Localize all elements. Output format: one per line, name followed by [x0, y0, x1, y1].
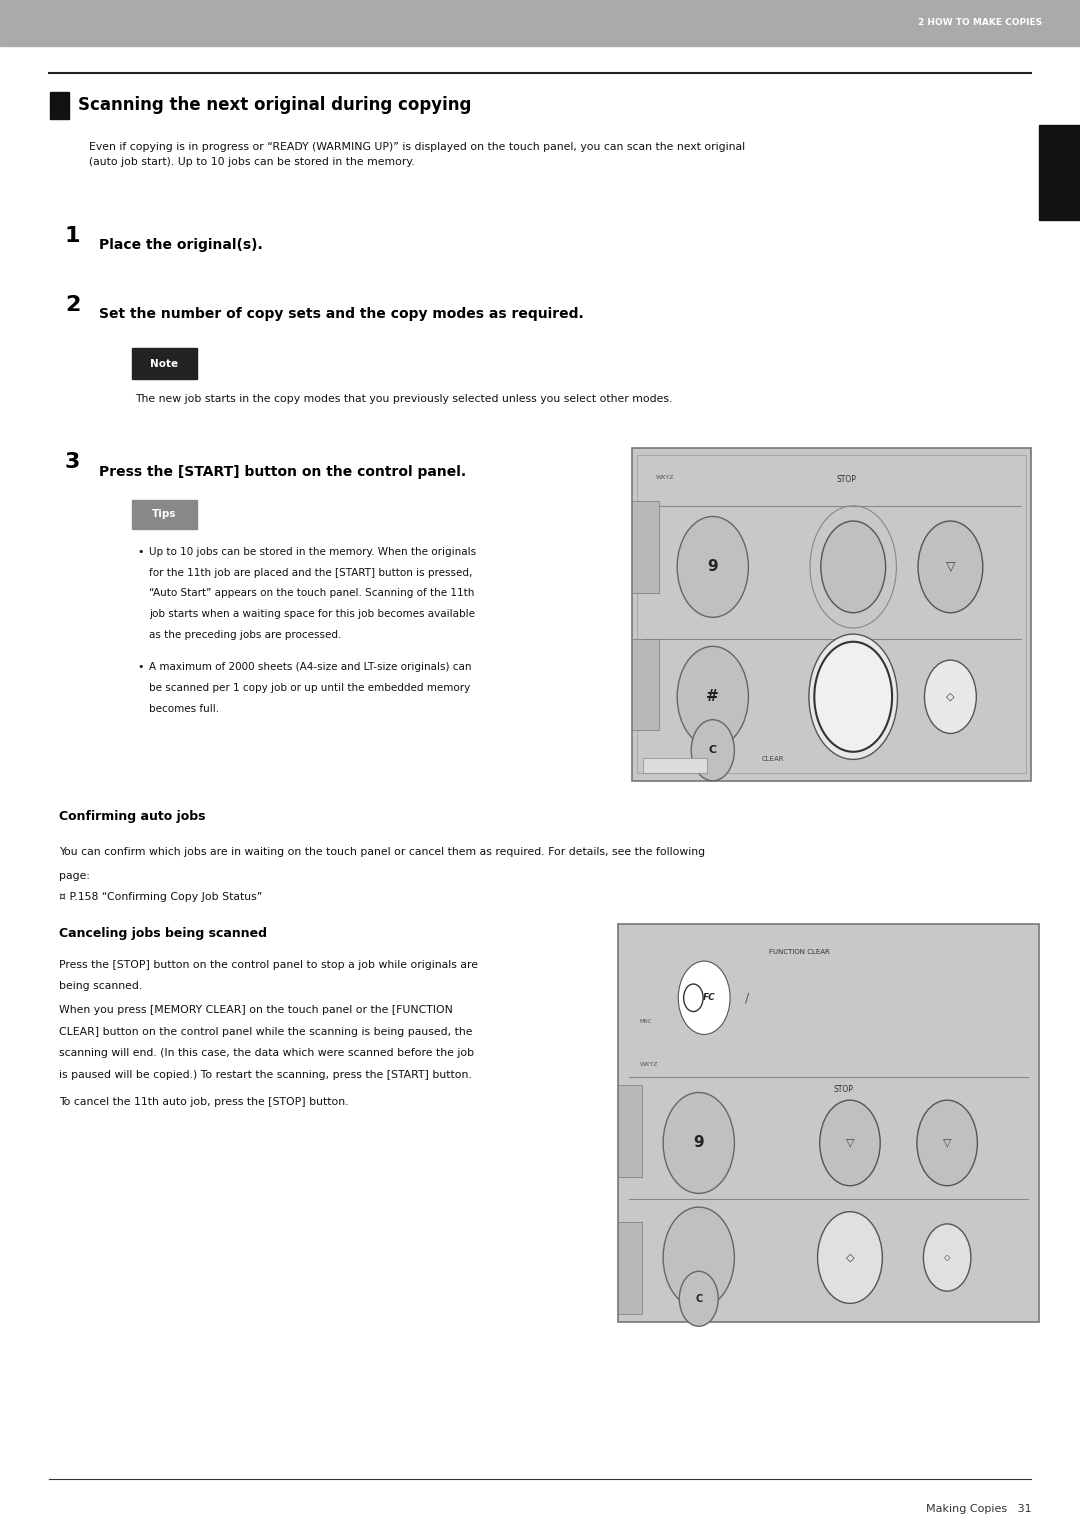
Text: Set the number of copy sets and the copy modes as required.: Set the number of copy sets and the copy… — [99, 307, 584, 321]
Text: You can confirm which jobs are in waiting on the touch panel or cancel them as r: You can confirm which jobs are in waitin… — [59, 847, 705, 857]
Text: 2: 2 — [65, 295, 80, 315]
Text: STOP: STOP — [837, 475, 856, 484]
Text: Note: Note — [150, 359, 178, 368]
Text: FC: FC — [703, 993, 716, 1002]
Circle shape — [677, 516, 748, 617]
Text: is paused will be copied.) To restart the scanning, press the [START] button.: is paused will be copied.) To restart th… — [59, 1070, 472, 1080]
Text: Up to 10 jobs can be stored in the memory. When the originals: Up to 10 jobs can be stored in the memor… — [149, 547, 476, 558]
Bar — [0, 0, 1080, 46]
Text: as the preceding jobs are processed.: as the preceding jobs are processed. — [149, 630, 341, 640]
Circle shape — [821, 521, 886, 613]
Text: A maximum of 2000 sheets (A4-size and LT-size originals) can: A maximum of 2000 sheets (A4-size and LT… — [149, 663, 472, 672]
Circle shape — [917, 1100, 977, 1186]
Text: for the 11th job are placed and the [START] button is pressed,: for the 11th job are placed and the [STA… — [149, 567, 472, 578]
Text: ◇: ◇ — [946, 692, 955, 701]
Text: ◇: ◇ — [846, 1253, 854, 1262]
Text: 1: 1 — [65, 226, 80, 246]
Text: 9: 9 — [693, 1135, 704, 1151]
Bar — [643, 758, 707, 773]
Circle shape — [814, 642, 892, 752]
Bar — [637, 455, 1026, 773]
Text: Canceling jobs being scanned: Canceling jobs being scanned — [59, 927, 268, 941]
Circle shape — [679, 1271, 718, 1326]
Bar — [618, 1222, 642, 1314]
Bar — [632, 448, 1031, 781]
Text: ▽: ▽ — [846, 1138, 854, 1148]
Bar — [50, 92, 69, 119]
Text: ▽: ▽ — [943, 1138, 951, 1148]
Text: be scanned per 1 copy job or up until the embedded memory: be scanned per 1 copy job or up until th… — [149, 683, 470, 694]
Text: Press the [START] button on the control panel.: Press the [START] button on the control … — [99, 465, 467, 478]
Circle shape — [663, 1093, 734, 1193]
Text: START: START — [834, 1218, 858, 1227]
Text: When you press [MEMORY CLEAR] on the touch panel or the [FUNCTION: When you press [MEMORY CLEAR] on the tou… — [59, 1005, 454, 1016]
Bar — [632, 501, 659, 593]
Text: Even if copying is in progress or “READY (WARMING UP)” is displayed on the touch: Even if copying is in progress or “READY… — [89, 142, 745, 167]
Text: CLEAR: CLEAR — [761, 756, 784, 762]
Text: CLEAR] button on the control panel while the scanning is being paused, the: CLEAR] button on the control panel while… — [59, 1027, 473, 1038]
Text: WXYZ: WXYZ — [656, 475, 674, 480]
Text: 3: 3 — [65, 452, 80, 472]
Text: being scanned.: being scanned. — [59, 981, 143, 992]
Text: Place the original(s).: Place the original(s). — [99, 238, 264, 252]
Text: Tips: Tips — [152, 509, 176, 520]
Text: 2 HOW TO MAKE COPIES: 2 HOW TO MAKE COPIES — [918, 18, 1042, 28]
Bar — [632, 639, 659, 730]
Circle shape — [918, 521, 983, 613]
Text: To cancel the 11th auto job, press the [STOP] button.: To cancel the 11th auto job, press the [… — [59, 1097, 349, 1108]
Text: •: • — [137, 547, 144, 558]
Text: MNC: MNC — [639, 1019, 652, 1024]
Text: STOP: STOP — [834, 1085, 853, 1094]
Text: ◇: ◇ — [848, 689, 859, 704]
Text: Making Copies   31: Making Copies 31 — [926, 1504, 1031, 1514]
Bar — [618, 1085, 642, 1177]
Circle shape — [820, 1100, 880, 1186]
Text: Confirming auto jobs: Confirming auto jobs — [59, 810, 206, 824]
Text: C: C — [708, 746, 717, 755]
Text: Scanning the next original during copying: Scanning the next original during copyin… — [78, 96, 471, 115]
Text: WXYZ: WXYZ — [639, 1062, 658, 1067]
Text: becomes full.: becomes full. — [149, 703, 219, 714]
Bar — [132, 500, 197, 529]
Text: ▽: ▽ — [849, 561, 858, 573]
Circle shape — [677, 646, 748, 747]
Text: FUNCTION CLEAR: FUNCTION CLEAR — [769, 949, 829, 955]
Text: “Auto Start” appears on the touch panel. Scanning of the 11th: “Auto Start” appears on the touch panel.… — [149, 588, 474, 599]
Circle shape — [924, 660, 976, 733]
Bar — [618, 924, 1039, 1322]
Text: page:: page: — [59, 871, 91, 882]
Text: START: START — [837, 657, 861, 666]
Circle shape — [818, 1212, 882, 1303]
Text: The new job starts in the copy modes that you previously selected unless you sel: The new job starts in the copy modes tha… — [135, 394, 673, 405]
Text: job starts when a waiting space for this job becomes available: job starts when a waiting space for this… — [149, 608, 475, 619]
Circle shape — [678, 961, 730, 1034]
Circle shape — [809, 634, 897, 759]
Circle shape — [663, 1207, 734, 1308]
Bar — [132, 348, 197, 379]
Text: •: • — [137, 663, 144, 672]
Bar — [1039, 125, 1080, 220]
Text: 9: 9 — [707, 559, 718, 575]
Text: scanning will end. (In this case, the data which were scanned before the job: scanning will end. (In this case, the da… — [59, 1048, 474, 1059]
Text: ▽: ▽ — [946, 561, 955, 573]
Text: 2: 2 — [1053, 163, 1066, 182]
Circle shape — [923, 1224, 971, 1291]
Text: /: / — [745, 992, 750, 1004]
Text: ◇: ◇ — [944, 1253, 950, 1262]
Text: Press the [STOP] button on the control panel to stop a job while originals are: Press the [STOP] button on the control p… — [59, 960, 478, 970]
Circle shape — [691, 720, 734, 781]
Text: #: # — [706, 689, 719, 704]
Text: C: C — [696, 1294, 702, 1303]
Text: ¤ P.158 “Confirming Copy Job Status”: ¤ P.158 “Confirming Copy Job Status” — [59, 892, 262, 903]
